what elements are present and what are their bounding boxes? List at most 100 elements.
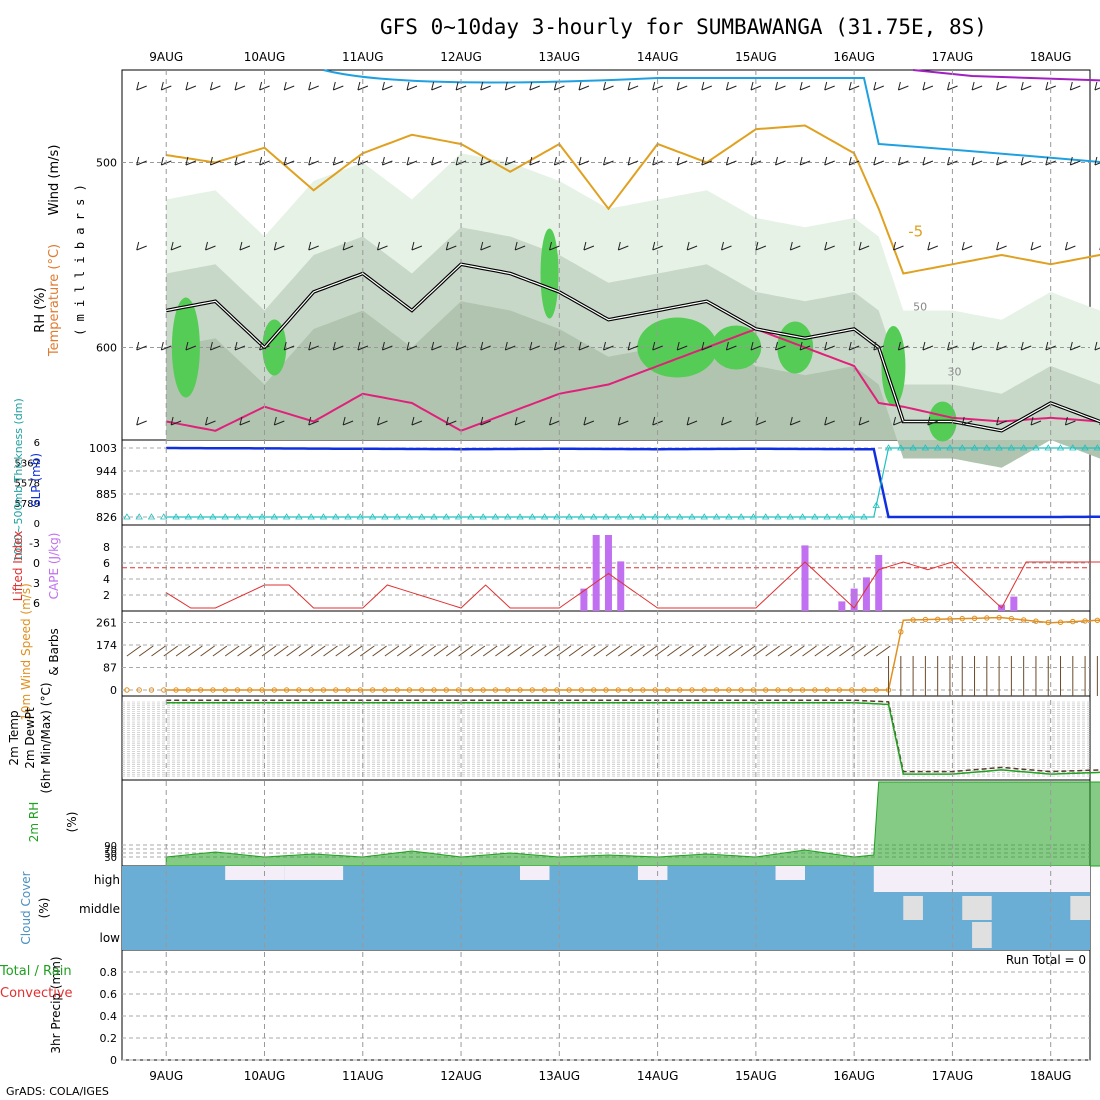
li-line bbox=[165, 561, 1100, 609]
wind-marker bbox=[934, 616, 941, 622]
li-tick-label: 0 bbox=[33, 557, 40, 570]
upper-wind-barb bbox=[308, 416, 319, 426]
thickness-marker bbox=[172, 513, 180, 520]
upper-wind-barb bbox=[789, 416, 801, 426]
cape-panel: 8 6 4 2 -3 0 3 6 bbox=[29, 535, 1100, 611]
upper-wind-barb bbox=[342, 241, 354, 251]
wind-marker bbox=[382, 687, 388, 693]
upper-wind-barb bbox=[927, 241, 938, 251]
thickness-marker bbox=[405, 513, 414, 520]
upper-wind-barb bbox=[332, 81, 344, 91]
upper-wind-barb bbox=[750, 341, 762, 351]
upper-wind-barb bbox=[775, 81, 786, 91]
wind-marker bbox=[173, 687, 179, 693]
wind-marker bbox=[541, 687, 548, 693]
surface-wind-barb bbox=[446, 645, 461, 657]
upper-wind-barb bbox=[1030, 416, 1042, 426]
upper-wind-barb bbox=[725, 81, 737, 91]
wind-marker bbox=[1070, 618, 1076, 625]
upper-wind-barb bbox=[922, 81, 934, 91]
thickness-marker bbox=[663, 513, 672, 520]
upper-wind-barb bbox=[824, 156, 835, 166]
upper-wind-barb bbox=[234, 156, 246, 166]
upper-wind-barb bbox=[1020, 81, 1032, 91]
precip-tick-label: 0 bbox=[110, 1054, 117, 1067]
day-label-bottom: 13AUG bbox=[539, 1069, 581, 1083]
surface-wind-barb bbox=[274, 645, 289, 657]
thickness-tick-label: 5578 bbox=[15, 479, 40, 490]
day-label-bottom: 16AUG bbox=[833, 1069, 875, 1083]
day-label-bottom: 14AUG bbox=[637, 1069, 679, 1083]
thickness-marker bbox=[233, 513, 242, 520]
upper-wind-barb bbox=[514, 416, 526, 426]
wind-marker bbox=[308, 687, 314, 693]
precip-frame bbox=[121, 949, 1091, 1061]
surface-wind-barb bbox=[298, 645, 314, 657]
upper-wind-barb bbox=[971, 156, 983, 166]
cloud-panel: high middle low bbox=[79, 866, 1090, 950]
wind-marker bbox=[713, 687, 720, 693]
upper-wind-barb bbox=[283, 341, 295, 351]
thickness-marker bbox=[798, 513, 807, 520]
rh2m-area bbox=[165, 781, 1100, 867]
day-label-bottom: 15AUG bbox=[735, 1069, 777, 1083]
wind-marker bbox=[406, 687, 413, 693]
day-label-bottom: 9AUG bbox=[149, 1069, 183, 1083]
wind-marker bbox=[701, 687, 707, 693]
wind-marker bbox=[259, 687, 265, 693]
day-labels: 9AUG 9AUG 10AUG 10AUG 11AUG 11AUG 12AUG 12AUG 13… bbox=[149, 50, 1071, 1083]
upper-wind-barb bbox=[617, 416, 629, 426]
surface-wind-barb bbox=[188, 645, 203, 657]
surface-wind-barb bbox=[335, 645, 350, 657]
wind-marker bbox=[369, 687, 376, 693]
upper-wind-barb bbox=[234, 81, 246, 91]
surface-wind-barb bbox=[310, 645, 326, 657]
upper-wind-barb bbox=[480, 241, 491, 251]
cape-bar bbox=[1010, 596, 1018, 611]
thickness-marker bbox=[282, 513, 291, 520]
wind-panel: 261 174 87 0 bbox=[96, 614, 1100, 697]
upper-wind-barb bbox=[273, 416, 285, 426]
wind-marker bbox=[971, 615, 978, 621]
thickness-marker bbox=[995, 444, 1003, 451]
upper-wind-barb bbox=[332, 156, 344, 166]
wind-marker bbox=[394, 687, 400, 693]
upper-wind-barb bbox=[381, 341, 393, 351]
thickness-marker bbox=[847, 513, 856, 520]
upper-wind-barb bbox=[824, 81, 835, 91]
surface-wind-barb bbox=[618, 645, 633, 657]
upper-wind-barb bbox=[411, 416, 423, 426]
thickness-marker bbox=[811, 513, 819, 520]
upper-wind-barb bbox=[185, 156, 197, 166]
upper-wind-barb bbox=[583, 416, 595, 426]
upper-wind-barb bbox=[873, 341, 884, 351]
rh-high-blob bbox=[262, 319, 287, 376]
thickness-marker bbox=[1007, 444, 1016, 451]
surface-wind-barb bbox=[863, 645, 879, 657]
wind-marker bbox=[922, 616, 929, 623]
thickness-marker bbox=[786, 513, 794, 520]
surface-wind-barb bbox=[360, 645, 375, 657]
upper-temp-label: Temperature (°C) bbox=[47, 244, 62, 357]
upper-wind-barb bbox=[431, 156, 442, 166]
thickness-marker bbox=[737, 513, 745, 520]
wind-marker bbox=[824, 687, 830, 693]
upper-wind-barb bbox=[455, 341, 467, 351]
wind-marker bbox=[640, 687, 646, 693]
thickness-marker bbox=[319, 513, 328, 520]
wind-marker bbox=[443, 687, 450, 693]
upper-wind-barb bbox=[603, 156, 614, 166]
thickness-marker bbox=[749, 513, 758, 520]
wind-marker bbox=[959, 615, 965, 622]
surface-wind-barb bbox=[740, 645, 756, 657]
li-label: Lifted Index bbox=[11, 531, 25, 602]
cape-tick-label: 6 bbox=[103, 557, 110, 570]
wind-marker bbox=[603, 687, 609, 693]
thickness-marker bbox=[1081, 444, 1089, 451]
pressure-tick-label: 500 bbox=[96, 157, 117, 170]
upper-wind-barb bbox=[377, 241, 388, 251]
thickness-marker bbox=[688, 513, 696, 520]
upper-wind-barb bbox=[996, 81, 1007, 91]
upper-wind-barb bbox=[893, 416, 904, 426]
precip-tick-label: 0.2 bbox=[100, 1032, 118, 1045]
